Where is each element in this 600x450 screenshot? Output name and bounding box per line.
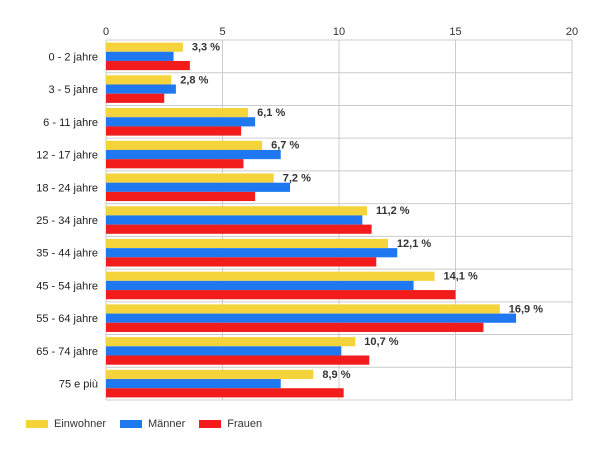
- bar-einwohner: [106, 238, 388, 249]
- legend-item-einwohner: Einwohner: [26, 418, 106, 430]
- bar-einwohner: [106, 42, 183, 52]
- category-label: 25 - 34 jahre: [36, 215, 98, 227]
- legend-swatch: [119, 420, 142, 428]
- category-label: 6 - 11 jahre: [43, 117, 98, 129]
- category-label: 35 - 44 jahre: [36, 248, 98, 260]
- bar-männer: [106, 149, 281, 160]
- bar-frauen: [106, 224, 372, 234]
- x-tick-label: 15: [449, 26, 461, 38]
- legend-label: Frauen: [227, 418, 263, 430]
- bar-frauen: [106, 191, 256, 202]
- data-label: 2,8 %: [180, 74, 208, 86]
- data-label: 6,7 %: [271, 140, 299, 152]
- bar-männer: [106, 379, 281, 389]
- legend-item-männer: Männer: [119, 418, 186, 430]
- x-tick-label: 5: [219, 26, 225, 38]
- bar-frauen: [106, 257, 377, 267]
- x-tick-label: 0: [103, 26, 109, 38]
- bar-männer: [106, 313, 517, 323]
- data-label: 14,1 %: [444, 271, 478, 283]
- bar-einwohner: [106, 108, 249, 118]
- bar-frauen: [106, 355, 370, 365]
- bar-einwohner: [106, 173, 274, 183]
- data-label: 3,3 %: [192, 42, 220, 54]
- bar-männer: [106, 182, 291, 192]
- bar-frauen: [106, 159, 244, 169]
- bar-einwohner: [106, 337, 356, 347]
- bars: [106, 42, 517, 398]
- y-axis-categories: 0 - 2 jahre 3 - 5 jahre 6 - 11 jahre 12 - 1…: [36, 51, 98, 390]
- bar-frauen: [106, 388, 344, 398]
- category-label: 18 - 24 jahre: [36, 182, 98, 194]
- data-label: 7,2 %: [283, 172, 311, 184]
- bar-frauen: [106, 60, 190, 71]
- bar-frauen: [106, 322, 484, 332]
- grid-lines: [105, 39, 573, 401]
- category-label: 0 - 2 jahre: [48, 51, 98, 63]
- legend-swatch: [26, 420, 48, 428]
- category-label: 75 e più: [59, 379, 98, 391]
- bar-einwohner: [106, 304, 500, 314]
- legend-label: Männer: [147, 418, 186, 430]
- category-label: 12 - 17 jahre: [36, 150, 98, 162]
- category-label: 45 - 54 jahre: [36, 280, 98, 292]
- bar-männer: [106, 84, 176, 94]
- category-label: 55 - 64 jahre: [36, 313, 98, 325]
- data-label: 8,9 %: [322, 369, 350, 381]
- data-label: 12,1 %: [397, 238, 431, 250]
- bar-frauen: [106, 93, 165, 103]
- bar-einwohner: [106, 75, 172, 85]
- bar-einwohner: [106, 271, 435, 281]
- bar-männer: [106, 51, 174, 61]
- bar-männer: [106, 117, 256, 127]
- bar-männer: [106, 248, 398, 258]
- bar-frauen: [106, 290, 456, 300]
- legend-label: Einwohner: [54, 418, 106, 430]
- x-axis-ticks: 0 5 10 15 20: [103, 26, 578, 38]
- bar-männer: [106, 346, 342, 356]
- x-tick-label: 20: [566, 26, 578, 38]
- bar-männer: [106, 280, 414, 291]
- x-tick-label: 10: [333, 26, 345, 38]
- data-labels: 3,3 % 2,8 % 6,1 % 6,7 % 7,2 % 11,2 % 12,1 % 14,…: [180, 42, 543, 381]
- data-label: 16,9 %: [509, 303, 543, 315]
- bar-chart: 0 5 10 15 20 0 - 2 jahre 3 - 5 jahre 6 - 11 ja…: [36, 26, 578, 401]
- legend-item-frauen: Frauen: [199, 418, 262, 430]
- category-label: 3 - 5 jahre: [48, 84, 98, 96]
- category-label: 65 - 74 jahre: [36, 346, 98, 358]
- data-label: 10,7 %: [364, 336, 398, 348]
- bar-männer: [106, 215, 363, 225]
- bar-frauen: [106, 126, 242, 136]
- legend: Einwohner Männer Frauen: [26, 418, 276, 430]
- data-label: 11,2 %: [376, 205, 410, 217]
- bar-einwohner: [106, 140, 263, 150]
- bar-einwohner: [106, 206, 367, 216]
- data-label: 6,1 %: [257, 107, 285, 119]
- bar-einwohner: [106, 369, 314, 380]
- legend-swatch: [199, 420, 222, 428]
